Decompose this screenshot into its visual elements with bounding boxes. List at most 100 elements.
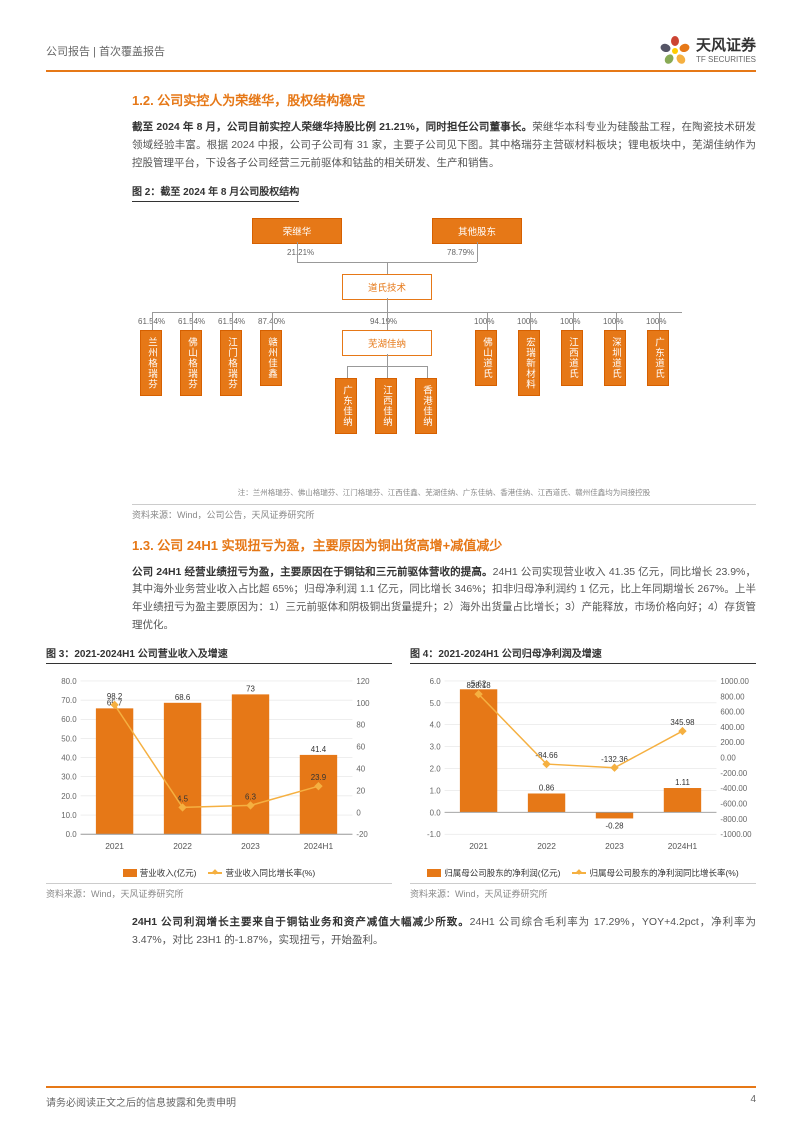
header-breadcrumb: 公司报告 | 首次覆盖报告 [46, 43, 165, 59]
pct-rjh: 21.21% [287, 248, 314, 257]
section-1-2-title: 1.2. 公司实控人为荣继华，股权结构稳定 [132, 90, 756, 109]
node-jiangmen: 江门格瑞芬 [220, 330, 242, 397]
node-lanzhou: 兰州格瑞芬 [140, 330, 162, 397]
svg-text:40.0: 40.0 [61, 753, 77, 762]
node-guangdong-ds: 广东道氏 [647, 330, 669, 386]
node-foshan-grf: 佛山格瑞芬 [180, 330, 202, 397]
svg-text:2021: 2021 [105, 841, 124, 851]
svg-text:100: 100 [356, 699, 370, 708]
svg-text:68.6: 68.6 [175, 693, 191, 702]
figure-4-source: 资料来源：Wind，天风证券研究所 [410, 883, 756, 900]
svg-text:80: 80 [356, 721, 365, 730]
svg-text:1.11: 1.11 [675, 778, 690, 787]
trailing-body: 24H1 公司利润增长主要来自于铜钴业务和资产减值大幅减少所致。24H1 公司综… [132, 914, 756, 950]
figure-4-chart: -1.0 0.0 1.0 2.0 3.0 4.0 5.0 6.0 -1000.00 -800.00… [410, 670, 756, 860]
logo-text: 天风证券 [696, 38, 756, 55]
node-shenzhen: 深圳道氏 [604, 330, 626, 386]
svg-text:4.0: 4.0 [430, 721, 442, 730]
node-daoshi: 道氏技术 [342, 274, 432, 300]
svg-text:2023: 2023 [241, 841, 260, 851]
svg-text:98.2: 98.2 [107, 692, 122, 701]
svg-text:0.0: 0.0 [66, 830, 78, 839]
node-jiangxi-jn: 江西佳纳 [375, 378, 397, 434]
svg-text:2.0: 2.0 [430, 764, 442, 773]
node-rongjihua: 荣继华 [252, 218, 342, 244]
svg-text:-600.00: -600.00 [720, 799, 747, 808]
figure-2-title: 图 2：截至 2024 年 8 月公司股权结构 [132, 183, 299, 202]
node-jiangxi-ds: 江西道氏 [561, 330, 583, 386]
brand-logo: 天风证券 TF SECURITIES [660, 36, 756, 66]
figure-4-legend: 归属母公司股东的净利润(亿元) 归属母公司股东的净利润同比增长率(%) [410, 867, 756, 879]
svg-text:120: 120 [356, 677, 370, 686]
page-header: 公司报告 | 首次覆盖报告 天风证券 TF SECURITIES [46, 36, 756, 72]
figure-4-title: 图 4：2021-2024H1 公司归母净利润及增速 [410, 645, 756, 664]
svg-text:70.0: 70.0 [61, 696, 77, 705]
svg-text:-0.28: -0.28 [606, 821, 625, 830]
charts-row: 图 3：2021-2024H1 公司营业收入及增速 0.0 10.0 20.0 30.… [46, 645, 756, 900]
figure-2-source: 资料来源：Wind，公司公告，天风证券研究所 [132, 504, 756, 521]
svg-text:20: 20 [356, 786, 365, 795]
svg-text:40: 40 [356, 764, 365, 773]
svg-text:30.0: 30.0 [61, 773, 77, 782]
svg-text:20.0: 20.0 [61, 792, 77, 801]
svg-text:1.0: 1.0 [430, 786, 442, 795]
node-ganzhou: 赣州佳鑫 [260, 330, 282, 386]
svg-text:-400.00: -400.00 [720, 784, 747, 793]
svg-text:0.86: 0.86 [539, 783, 555, 792]
svg-text:60: 60 [356, 743, 365, 752]
svg-text:6.3: 6.3 [245, 792, 257, 801]
section-1-3-body: 公司 24H1 经营业绩扭亏为盈，主要原因在于铜钴和三元前驱体营收的提高。24H… [132, 564, 756, 635]
svg-text:400.00: 400.00 [720, 723, 745, 732]
svg-text:80.0: 80.0 [61, 677, 77, 686]
section-1-2-body: 截至 2024 年 8 月，公司目前实控人荣继华持股比例 21.21%，同时担任… [132, 119, 756, 173]
svg-text:600.00: 600.00 [720, 707, 745, 716]
svg-text:800.00: 800.00 [720, 692, 745, 701]
svg-text:2022: 2022 [537, 841, 556, 851]
svg-text:-1.0: -1.0 [427, 830, 441, 839]
svg-text:23.9: 23.9 [311, 773, 327, 782]
svg-text:73: 73 [246, 684, 255, 693]
figure-3-source: 资料来源：Wind，天风证券研究所 [46, 883, 392, 900]
node-foshan-ds: 佛山道氏 [475, 330, 497, 386]
svg-text:50.0: 50.0 [61, 734, 77, 743]
org-chart: 荣继华 其他股东 21.21% 78.79% 道氏技术 61.54% 61.54… [132, 218, 756, 498]
svg-text:0: 0 [356, 808, 361, 817]
svg-text:0.0: 0.0 [430, 808, 442, 817]
pct-other: 78.79% [447, 248, 474, 257]
page-footer: 请务必阅读正文之后的信息披露和免责申明 4 [46, 1086, 756, 1109]
svg-text:6.0: 6.0 [430, 677, 442, 686]
node-hongkong-jn: 香港佳纳 [415, 378, 437, 434]
svg-text:345.98: 345.98 [670, 718, 695, 727]
svg-text:-1000.00: -1000.00 [720, 830, 752, 839]
node-guangdong-jn: 广东佳纳 [335, 378, 357, 434]
logo-icon [660, 36, 690, 66]
svg-text:2024H1: 2024H1 [304, 841, 334, 851]
svg-text:5.0: 5.0 [430, 699, 442, 708]
footer-disclaimer: 请务必阅读正文之后的信息披露和免责申明 [46, 1094, 236, 1109]
node-hongrui: 宏瑞新材料 [518, 330, 540, 397]
svg-text:10.0: 10.0 [61, 811, 77, 820]
svg-text:-200.00: -200.00 [720, 769, 747, 778]
logo-subtitle: TF SECURITIES [696, 55, 756, 64]
svg-text:200.00: 200.00 [720, 738, 745, 747]
svg-text:3.0: 3.0 [430, 743, 442, 752]
svg-text:0.00: 0.00 [720, 753, 736, 762]
figure-3-chart: 0.0 10.0 20.0 30.0 40.0 50.0 60.0 70.0 80.0 -20 0 2… [46, 670, 392, 860]
svg-text:828.18: 828.18 [467, 681, 492, 690]
svg-text:-800.00: -800.00 [720, 815, 747, 824]
svg-text:2023: 2023 [605, 841, 624, 851]
node-others: 其他股东 [432, 218, 522, 244]
svg-text:60.0: 60.0 [61, 715, 77, 724]
svg-text:1000.00: 1000.00 [720, 677, 749, 686]
svg-text:2021: 2021 [469, 841, 488, 851]
node-wuhu: 芜湖佳纳 [342, 330, 432, 356]
footer-page-number: 4 [750, 1094, 756, 1109]
figure-3-title: 图 3：2021-2024H1 公司营业收入及增速 [46, 645, 392, 664]
figure-2-note: 注：兰州格瑞芬、佛山格瑞芬、江门格瑞芬、江西佳鑫、芜湖佳纳、广东佳纳、香港佳纳、… [132, 487, 756, 498]
svg-text:41.4: 41.4 [311, 745, 327, 754]
svg-text:2022: 2022 [173, 841, 192, 851]
figure-3-legend: 营业收入(亿元) 营业收入同比增长率(%) [46, 867, 392, 879]
svg-text:-20: -20 [356, 830, 368, 839]
section-1-3-title: 1.3. 公司 24H1 实现扭亏为盈，主要原因为铜出货高增+减值减少 [132, 535, 756, 554]
svg-text:2024H1: 2024H1 [668, 841, 698, 851]
